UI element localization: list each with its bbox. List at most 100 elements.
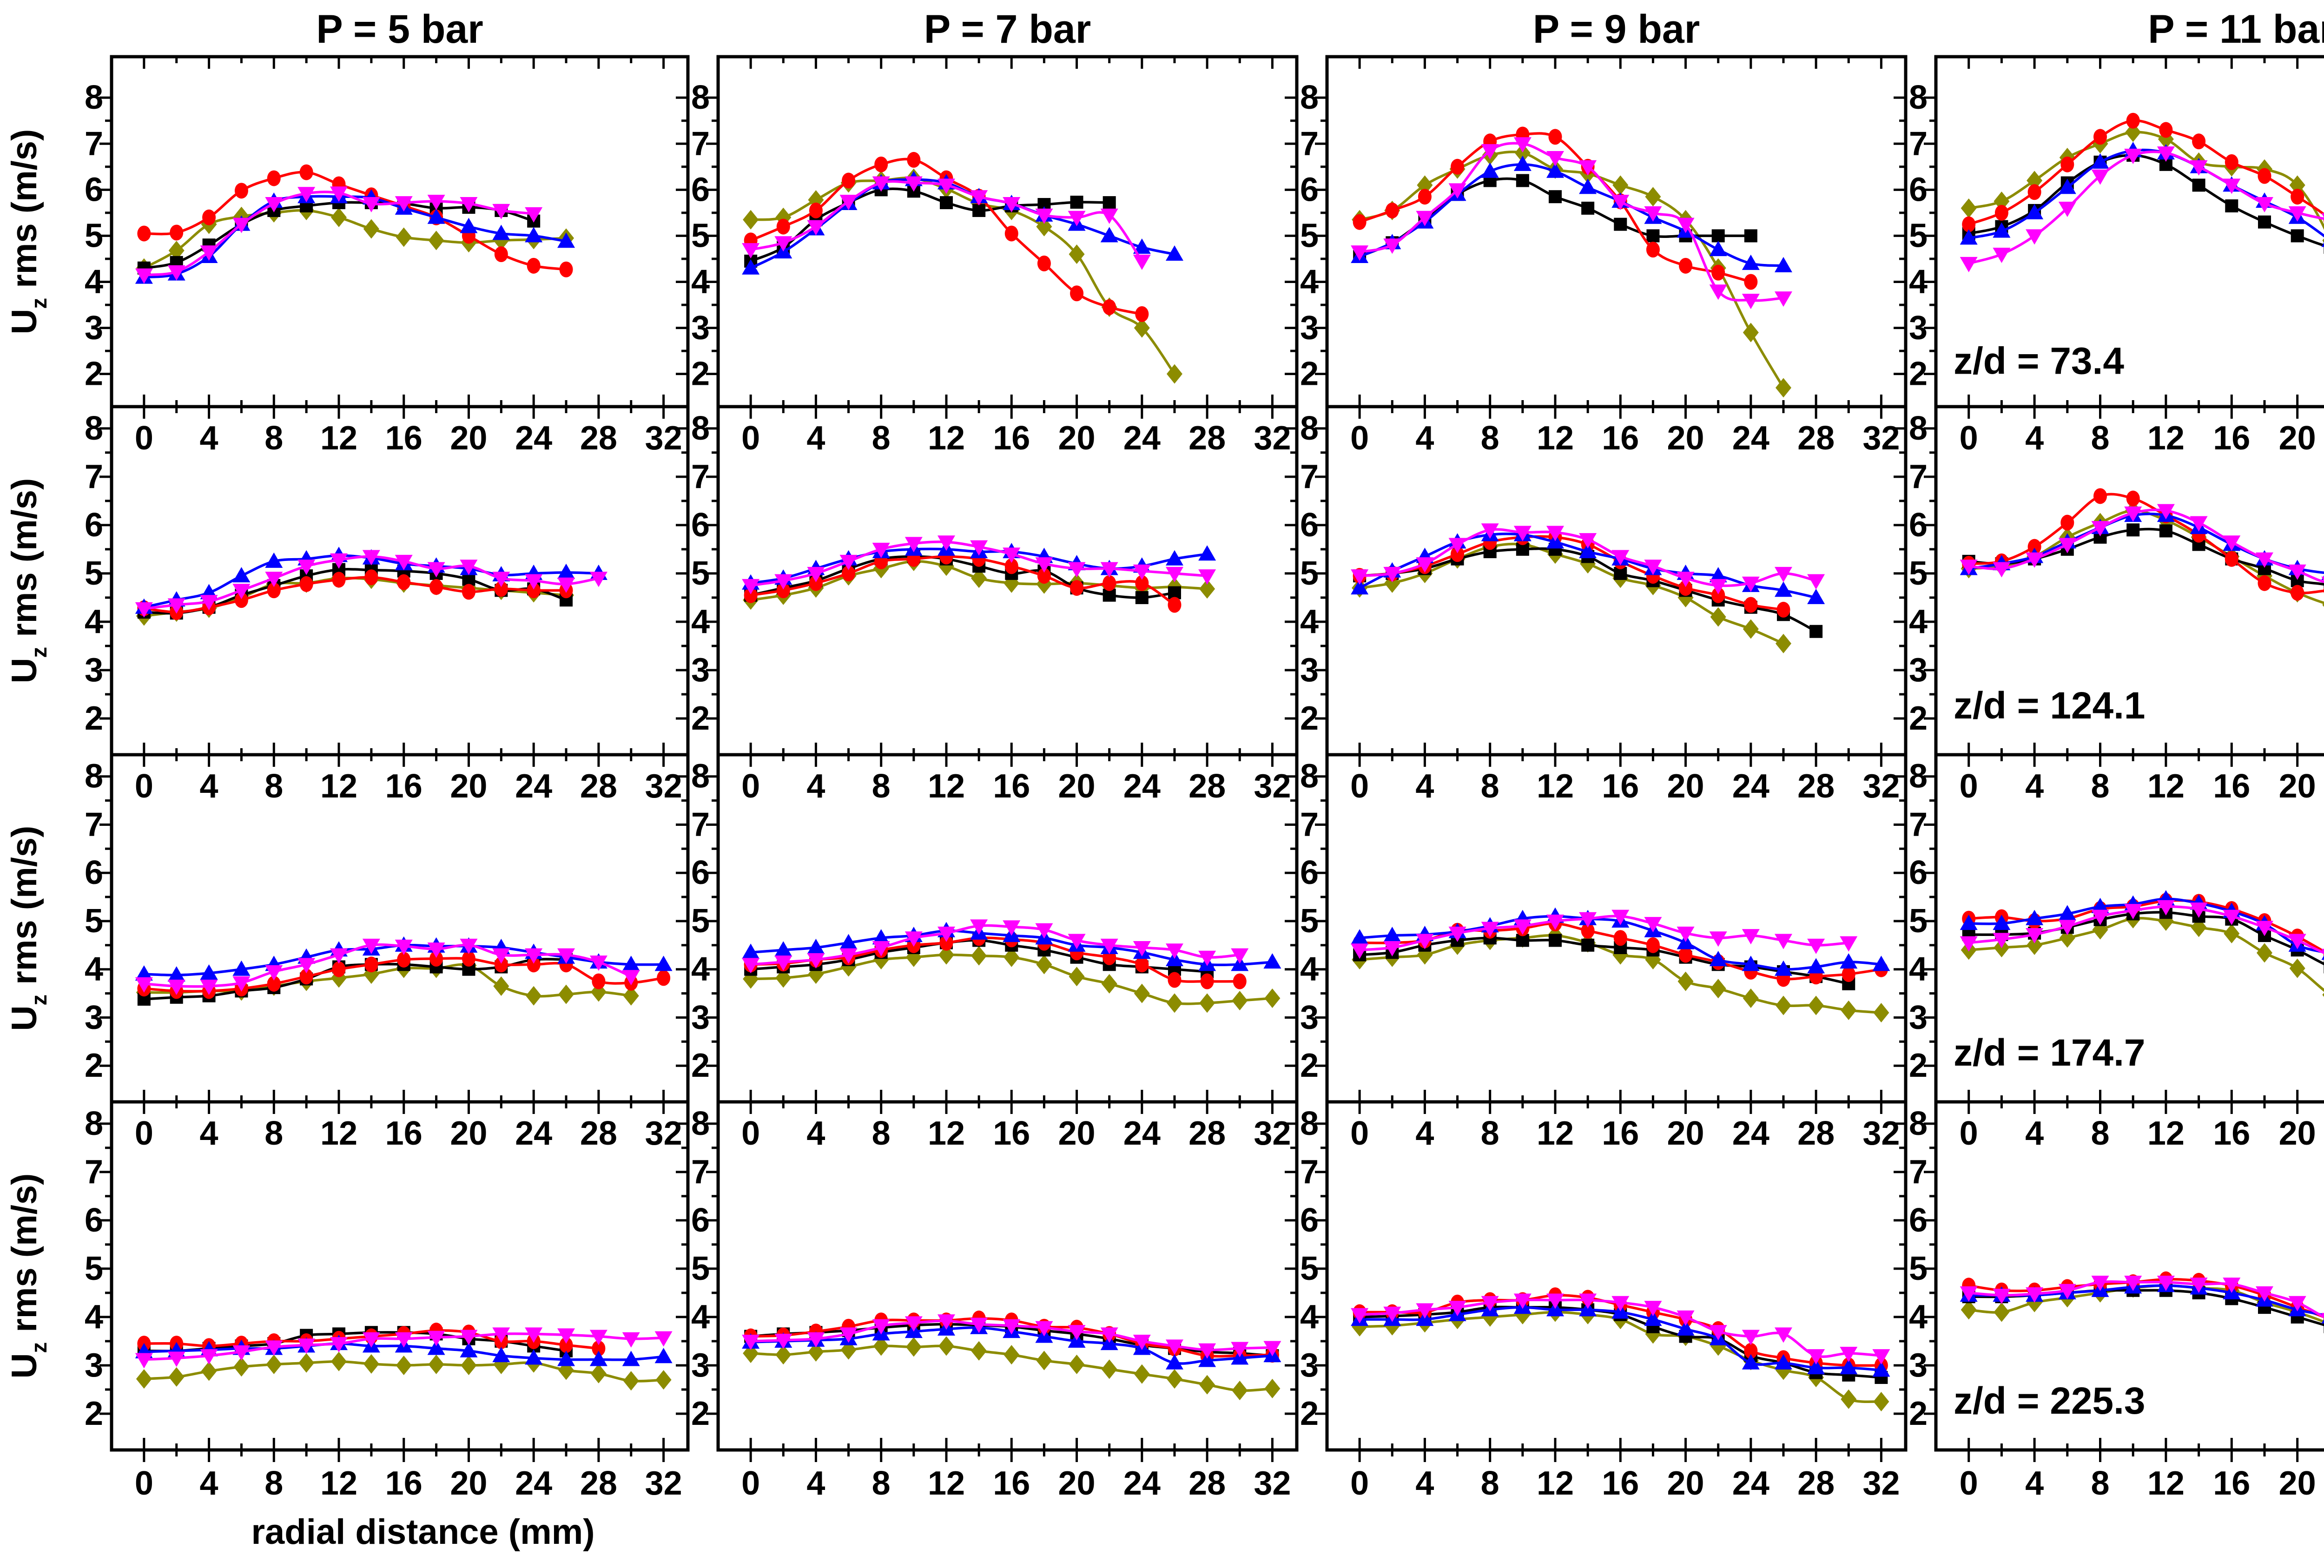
- triangle-up-marker: [460, 217, 478, 233]
- x-tick-label: 28: [1188, 1115, 1226, 1152]
- diamond-marker: [2322, 603, 2324, 607]
- triangle-down-marker: [427, 562, 445, 578]
- triangle-up-marker: [135, 965, 153, 981]
- plot-frame: [110, 753, 690, 1104]
- triangle-down-marker: [1677, 217, 1695, 233]
- circle-marker: [1679, 947, 1693, 963]
- triangle-down-marker: [135, 1353, 153, 1369]
- triangle-down-marker: [1035, 1321, 1053, 1337]
- triangle-down-marker: [839, 195, 858, 211]
- triangle-down-marker: [362, 550, 380, 566]
- triangle-down-marker: [427, 195, 445, 211]
- x-tick-label: 16: [1602, 420, 1639, 457]
- circle-marker: [939, 935, 953, 951]
- diamond-marker: [655, 1370, 672, 1390]
- square-marker: [2291, 229, 2304, 243]
- circle-marker: [776, 218, 790, 235]
- diamond-marker: [2256, 943, 2272, 963]
- x-tick-label: 28: [1797, 1115, 1835, 1152]
- y-tick-label: 8: [85, 79, 103, 116]
- x-tick-label: 32: [1254, 1115, 1291, 1152]
- triangle-down-marker: [2223, 535, 2241, 551]
- circle-marker: [2225, 154, 2238, 170]
- triangle-down-marker: [492, 204, 510, 219]
- triangle-down-marker: [1165, 567, 1183, 582]
- triangle-down-marker: [1774, 1327, 1792, 1343]
- x-tick-label: 8: [2091, 1115, 2109, 1152]
- circle-marker: [1711, 264, 1725, 281]
- triangle-down-marker: [2124, 1276, 2142, 1291]
- circle-marker: [299, 164, 313, 180]
- triangle-down-marker: [2288, 1296, 2306, 1311]
- triangle-up-marker: [557, 563, 575, 579]
- triangle-down-marker: [1677, 926, 1695, 942]
- diamond-marker: [558, 984, 574, 1004]
- triangle-down-marker: [839, 948, 858, 964]
- series-P-markers: [1352, 143, 1791, 398]
- triangle-down-marker: [839, 554, 858, 570]
- triangle-down-marker: [525, 948, 543, 964]
- y-tick-label: 5: [691, 217, 710, 254]
- panel-r4-c4: 8765432048121620242832048121620242832z/d…: [1909, 1100, 2324, 1502]
- x-tick-label: 28: [580, 768, 617, 805]
- triangle-up-marker: [654, 1348, 673, 1364]
- triangle-up-marker: [1709, 567, 1727, 583]
- triangle-up-marker: [557, 1351, 575, 1366]
- triangle-down-marker: [362, 197, 380, 213]
- diamond-marker: [1743, 619, 1759, 639]
- x-tick-label: 4: [1415, 420, 1434, 457]
- x-tick-label: 20: [1667, 1115, 1704, 1152]
- x-tick-label: 0: [1350, 1465, 1369, 1502]
- x-tick-label: 4: [1415, 1465, 1434, 1502]
- triangle-up-marker: [167, 966, 185, 982]
- diamond-marker: [775, 1345, 792, 1365]
- circle-marker: [137, 225, 151, 242]
- x-tick-label: 8: [872, 420, 891, 457]
- triangle-down-marker: [2026, 552, 2044, 568]
- triangle-down-marker: [1807, 1349, 1825, 1365]
- triangle-down-marker: [1960, 257, 1978, 272]
- triangle-down-marker: [774, 955, 792, 971]
- x-tick-label: 4: [806, 1465, 825, 1502]
- circle-marker: [657, 970, 671, 986]
- triangle-down-marker: [232, 217, 251, 233]
- triangle-down-marker: [1003, 920, 1021, 936]
- circle-marker: [1168, 597, 1182, 613]
- y-tick-label: 7: [1909, 458, 1928, 495]
- x-tick-label: 28: [1188, 420, 1226, 457]
- triangle-up-marker: [1872, 1361, 1890, 1377]
- diamond-marker: [1036, 217, 1052, 237]
- x-tick-label: 32: [645, 420, 682, 457]
- diamond-marker: [168, 1367, 185, 1387]
- triangle-up-marker: [1481, 162, 1499, 178]
- triangle-down-marker: [2124, 149, 2142, 165]
- y-tick-label: 6: [1909, 1202, 1928, 1239]
- diamond-marker: [1199, 579, 1215, 599]
- x-tick-label: 24: [1732, 420, 1769, 457]
- x-tick-label: 0: [741, 420, 760, 457]
- triangle-down-marker: [589, 572, 607, 587]
- triangle-up-marker: [1198, 545, 1216, 561]
- triangle-down-marker: [135, 268, 153, 284]
- triangle-down-marker: [1100, 208, 1118, 224]
- triangle-down-marker: [1644, 917, 1662, 933]
- triangle-down-marker: [970, 919, 988, 935]
- triangle-up-marker: [1709, 241, 1727, 257]
- x-tick-label: 12: [1537, 768, 1574, 805]
- circle-marker: [592, 1340, 606, 1357]
- y-tick-label: 8: [1909, 79, 1928, 116]
- x-tick-label: 20: [1058, 768, 1096, 805]
- x-tick-label: 12: [2147, 1465, 2185, 1502]
- x-tick-label: 16: [1602, 1115, 1639, 1152]
- y-axis-label: Uz rms (m/s): [5, 1173, 51, 1379]
- triangle-down-marker: [2223, 178, 2241, 194]
- triangle-down-marker: [872, 941, 890, 956]
- square-marker: [1070, 196, 1083, 209]
- triangle-down-marker: [200, 595, 218, 611]
- triangle-down-marker: [1383, 567, 1401, 582]
- y-tick-label: 7: [85, 1153, 103, 1191]
- x-tick-label: 16: [385, 420, 423, 457]
- circle-marker: [494, 246, 508, 263]
- x-tick-label: 0: [741, 768, 760, 805]
- y-tick-label: 3: [691, 1347, 710, 1384]
